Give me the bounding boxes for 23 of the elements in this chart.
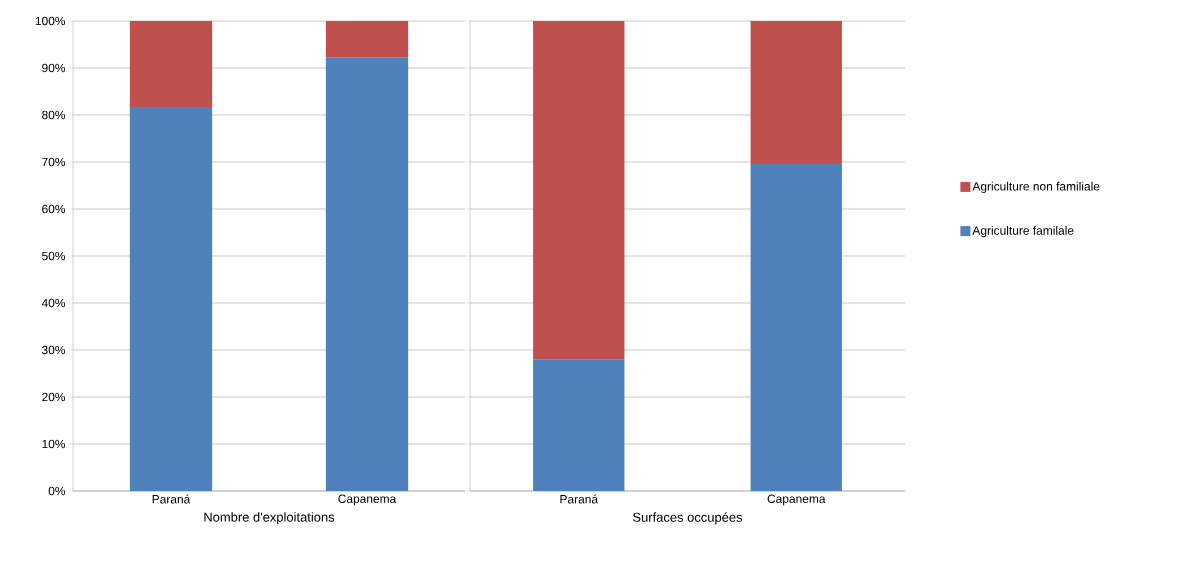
bar [325, 57, 409, 491]
y-tick-label: 40% [41, 298, 66, 308]
bar [129, 21, 213, 107]
bar [325, 21, 409, 58]
x-tick-label: Paraná [152, 494, 191, 504]
y-tick-label: 30% [42, 345, 66, 355]
x-axis-title: Surfaces occupées [633, 512, 743, 525]
y-tick-label: 20% [42, 392, 66, 402]
y-tick-label: 60% [42, 204, 66, 214]
x-axis-title: Nombre d'exploitations [204, 512, 335, 525]
y-tick-label: 70% [42, 157, 66, 167]
legend-label: Agriculture familale [972, 225, 1074, 238]
y-tick-label: 100% [35, 16, 66, 26]
legend-label: Agriculture non familiale [972, 181, 1100, 193]
x-tick-label: Paraná [560, 494, 599, 504]
y-tick-label: 50% [42, 251, 66, 261]
x-tick-label: Capanema [767, 494, 826, 506]
y-tick-label: 90% [42, 63, 66, 73]
y-tick-label: 80% [42, 110, 66, 120]
x-tick-label: Capanema [338, 494, 397, 506]
y-tick-label: 0% [48, 486, 66, 496]
bar [129, 107, 213, 491]
y-tick-label: 10% [42, 439, 66, 449]
